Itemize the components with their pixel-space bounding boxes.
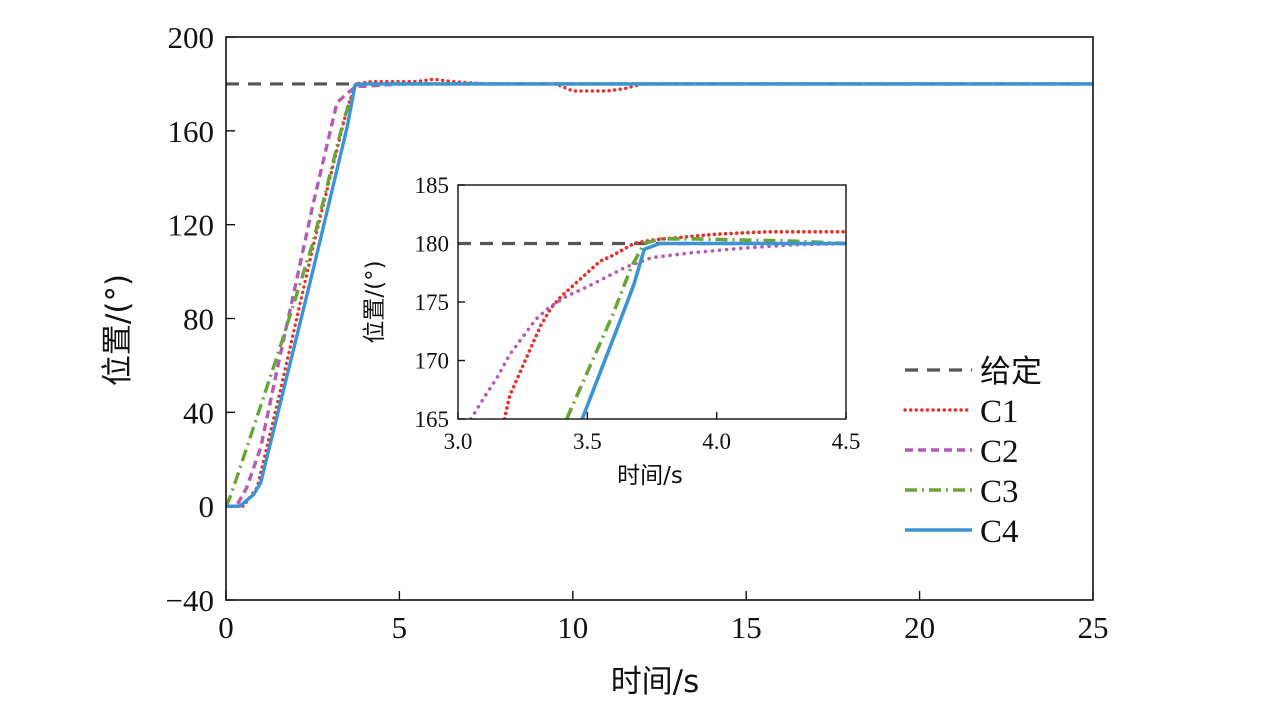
inset-y-tick-label: 170 <box>415 349 450 374</box>
main-series-lines <box>226 77 1093 508</box>
inset-series-c4 <box>580 241 846 419</box>
inset-series-c3 <box>564 237 846 419</box>
main-x-tick-label: 5 <box>392 610 408 645</box>
main-series-c1 <box>226 77 1093 508</box>
main-x-tick-label: 15 <box>731 610 762 645</box>
main-x-tick-label: 0 <box>218 610 234 645</box>
main-plot-frame <box>225 36 1094 601</box>
main-x-axis-label: 时间/s <box>611 664 700 700</box>
inset-plot: 3.0 3.5 4.0 4.5 165 170 175 180 185 时间/s 位置/(°) <box>362 173 860 489</box>
main-y-axis-label: 位置/(°) <box>100 274 136 386</box>
main-x-tick-label: 25 <box>1078 610 1109 645</box>
legend-label-reference: 给定 <box>980 354 1042 390</box>
main-y-tick-label: −40 <box>166 583 214 618</box>
inset-y-tick-label: 185 <box>415 173 450 198</box>
main-x-tick-label: 20 <box>904 610 935 645</box>
inset-x-tick-label: 3.5 <box>573 429 602 454</box>
main-series-c4 <box>226 82 1093 508</box>
inset-series-c1 <box>502 230 846 419</box>
inset-x-tick-label: 4.5 <box>832 429 861 454</box>
legend: 给定 C1 C2 C3 C4 <box>903 354 1042 550</box>
legend-label-c4: C4 <box>980 514 1019 550</box>
inset-y-axis-label: 位置/(°) <box>362 260 388 343</box>
inset-y-tick-label: 165 <box>415 407 450 432</box>
inset-plot-frame <box>457 184 847 420</box>
legend-label-c3: C3 <box>980 474 1019 510</box>
legend-label-c2: C2 <box>980 434 1019 470</box>
main-y-tick-label: 40 <box>183 395 214 430</box>
main-y-ticks: −40 0 40 80 120 160 200 <box>166 20 235 618</box>
main-y-tick-label: 80 <box>183 302 214 337</box>
inset-series-lines <box>458 230 846 419</box>
main-y-tick-label: 200 <box>168 20 215 55</box>
main-x-ticks: 0 5 10 15 20 25 <box>218 591 1109 645</box>
inset-x-axis-label: 时间/s <box>617 463 683 489</box>
inset-x-ticks: 3.0 3.5 4.0 4.5 <box>444 412 861 454</box>
legend-label-c1: C1 <box>980 394 1019 430</box>
main-y-tick-label: 0 <box>199 489 215 524</box>
inset-x-tick-label: 3.0 <box>444 429 473 454</box>
inset-y-tick-label: 180 <box>415 232 450 257</box>
inset-series-c2 <box>469 241 846 419</box>
inset-y-tick-label: 175 <box>415 290 450 315</box>
main-x-tick-label: 10 <box>557 610 588 645</box>
inset-background <box>458 185 846 419</box>
main-y-tick-label: 120 <box>168 208 215 243</box>
inset-x-tick-label: 4.0 <box>702 429 731 454</box>
main-series-c2 <box>226 82 1093 508</box>
main-y-tick-label: 160 <box>168 114 215 149</box>
